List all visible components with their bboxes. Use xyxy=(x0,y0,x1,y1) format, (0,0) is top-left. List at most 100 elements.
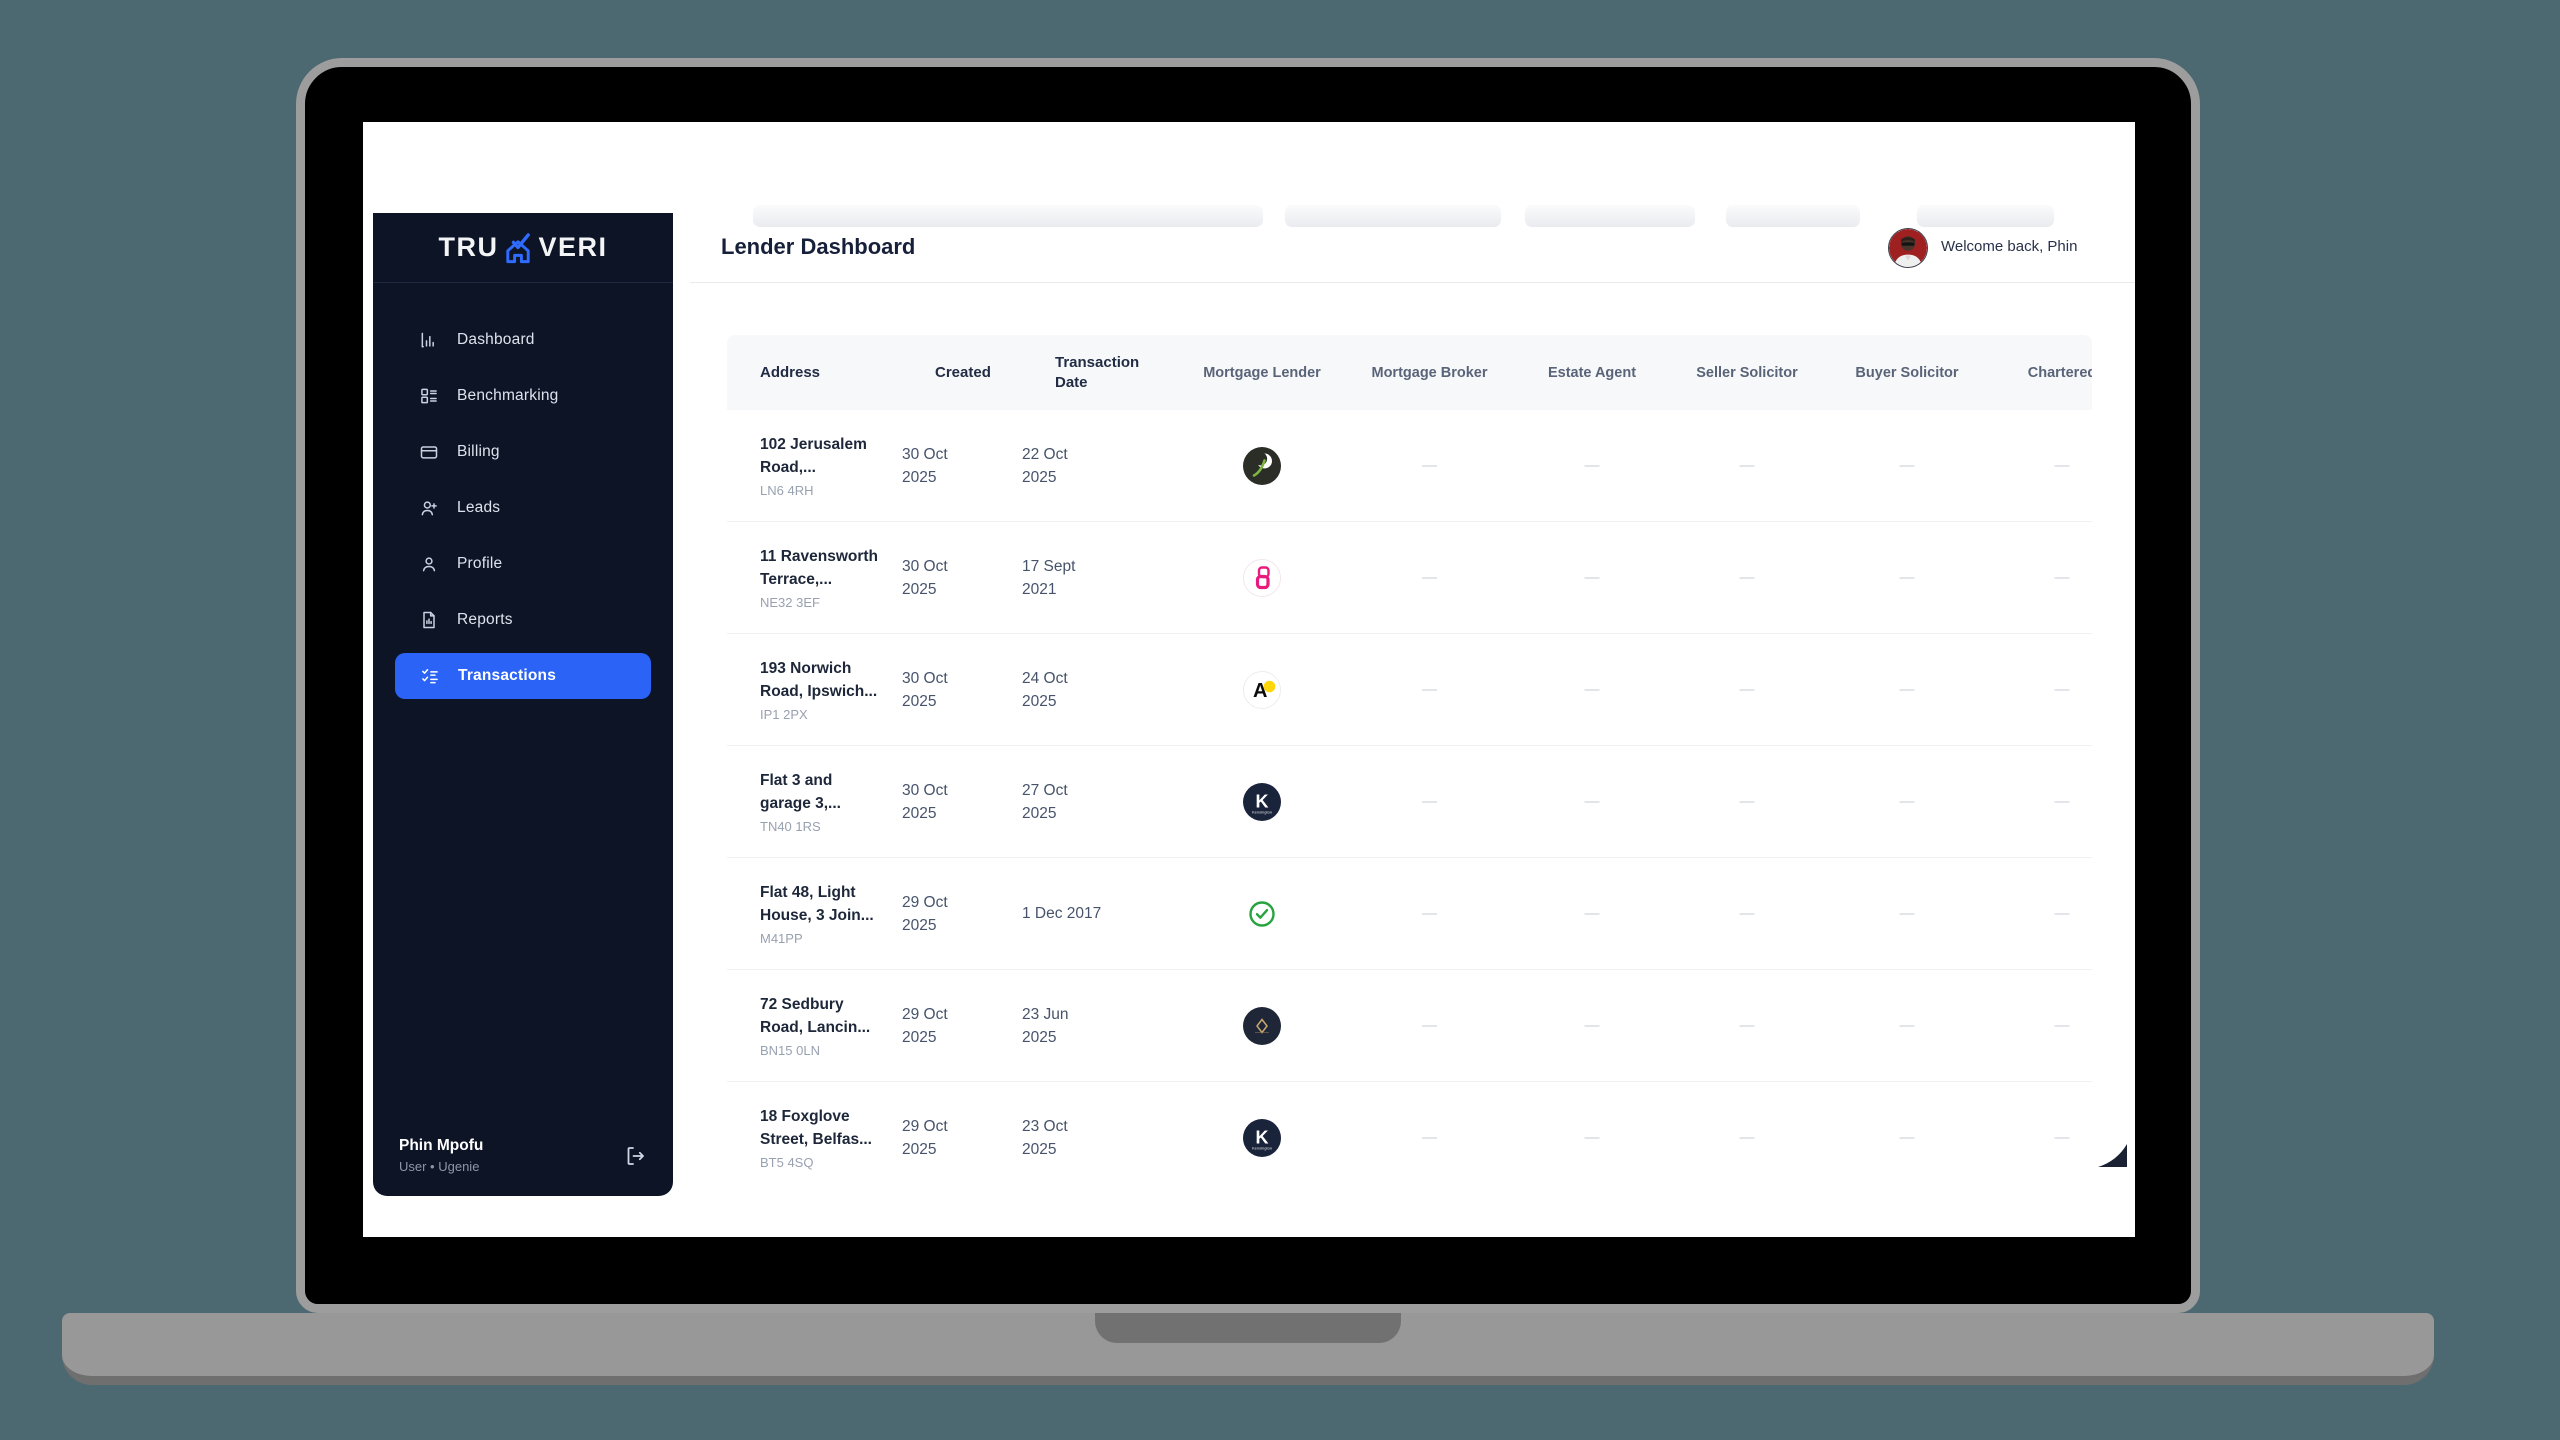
empty-cell: — xyxy=(2054,1129,2070,1146)
created-date: 29 Oct 2025 xyxy=(902,1005,948,1046)
sidebar-item-benchmarking[interactable]: Benchmarking xyxy=(373,368,673,424)
laptop-base-notch xyxy=(1095,1313,1401,1343)
top-card-remnant xyxy=(1525,205,1695,227)
house-check-icon xyxy=(501,232,535,264)
transaction-date: 23 Oct 2025 xyxy=(1022,1117,1068,1158)
lender-gold-emblem-logo-icon xyxy=(1243,1006,1281,1045)
sidebar-item-label: Billing xyxy=(457,443,500,460)
table-row[interactable]: Flat 48, Light House, 3 Join... M41PP 29… xyxy=(727,858,2092,970)
created-date: 30 Oct 2025 xyxy=(902,557,948,598)
user-name: Phin Mpofu xyxy=(399,1137,484,1154)
column-header-created: Created xyxy=(935,363,991,381)
empty-cell: — xyxy=(1584,457,1600,474)
lender-pink-8-logo-icon xyxy=(1243,558,1281,597)
sidebar-item-profile[interactable]: Profile xyxy=(373,536,673,592)
empty-cell: — xyxy=(1584,1017,1600,1034)
empty-cell: — xyxy=(1899,1017,1915,1034)
postcode-text: TN40 1RS xyxy=(760,819,821,834)
address-text: 11 Ravensworth Terrace,... xyxy=(760,548,879,588)
created-date: 30 Oct 2025 xyxy=(902,669,948,710)
user-icon xyxy=(419,554,439,574)
list-checks-icon xyxy=(420,666,440,686)
empty-cell: — xyxy=(2054,793,2070,810)
sidebar: TRU VERI Dashboard xyxy=(373,213,673,1196)
created-date: 29 Oct 2025 xyxy=(902,1117,948,1158)
empty-cell: — xyxy=(1584,793,1600,810)
address-text: Flat 3 and garage 3,... xyxy=(760,772,841,812)
sidebar-item-transactions[interactable]: Transactions xyxy=(395,653,651,699)
empty-cell: — xyxy=(1422,905,1437,922)
table-row[interactable]: Flat 3 and garage 3,... TN40 1RS 30 Oct … xyxy=(727,746,2092,858)
postcode-text: M41PP xyxy=(760,931,803,946)
brand-logo[interactable]: TRU VERI xyxy=(373,213,673,283)
sidebar-item-reports[interactable]: Reports xyxy=(373,592,673,648)
empty-cell: — xyxy=(1422,569,1437,586)
table-row[interactable]: 193 Norwich Road, Ipswich... IP1 2PX 30 … xyxy=(727,634,2092,746)
empty-cell: — xyxy=(1899,1129,1915,1146)
sidebar-item-label: Profile xyxy=(457,555,503,572)
user-plus-icon xyxy=(419,498,439,518)
empty-cell: — xyxy=(1739,905,1755,922)
empty-cell: — xyxy=(1422,793,1437,810)
app-viewport: TRU VERI Dashboard xyxy=(363,122,2135,1237)
empty-cell: — xyxy=(1899,457,1915,474)
avatar[interactable] xyxy=(1888,228,1928,268)
sidebar-item-label: Transactions xyxy=(458,667,557,684)
top-card-remnant xyxy=(1285,205,1501,227)
created-date: 29 Oct 2025 xyxy=(902,893,948,934)
page-curl-icon xyxy=(2098,1144,2127,1167)
empty-cell: — xyxy=(1739,569,1755,586)
table-row[interactable]: 18 Foxglove Street, Belfas... BT5 4SQ 29… xyxy=(727,1082,2092,1191)
lender-kensington-k-logo-icon: K Kensington xyxy=(1243,782,1281,821)
sidebar-item-dashboard[interactable]: Dashboard xyxy=(373,312,673,368)
column-header-seller-solicitor: Seller Solicitor xyxy=(1696,364,1798,381)
top-card-remnant xyxy=(1917,205,2054,227)
created-date: 30 Oct 2025 xyxy=(902,781,948,822)
lender-a-yellow-dot-logo-icon: A xyxy=(1243,670,1281,709)
address-text: 193 Norwich Road, Ipswich... xyxy=(760,660,878,700)
lender-green-check-logo-icon xyxy=(1249,900,1275,927)
logout-icon[interactable] xyxy=(623,1144,647,1168)
address-text: 18 Foxglove Street, Belfas... xyxy=(760,1108,872,1148)
sidebar-item-billing[interactable]: Billing xyxy=(373,424,673,480)
empty-cell: — xyxy=(1739,457,1755,474)
sidebar-item-label: Benchmarking xyxy=(457,387,559,404)
postcode-text: LN6 4RH xyxy=(760,483,814,498)
postcode-text: BN15 0LN xyxy=(760,1043,820,1058)
credit-card-icon xyxy=(419,442,439,462)
empty-cell: — xyxy=(1899,681,1915,698)
bar-chart-icon xyxy=(419,330,439,350)
lender-kensington-k-logo-icon: K Kensington xyxy=(1243,1118,1281,1157)
empty-cell: — xyxy=(1899,905,1915,922)
transaction-date: 17 Sept 2021 xyxy=(1022,557,1076,598)
transaction-date: 27 Oct 2025 xyxy=(1022,781,1068,822)
file-report-icon xyxy=(419,610,439,630)
empty-cell: — xyxy=(2054,569,2070,586)
sidebar-item-leads[interactable]: Leads xyxy=(373,480,673,536)
table-row[interactable]: 102 Jerusalem Road,... LN6 4RH 30 Oct 20… xyxy=(727,410,2092,522)
table-row[interactable]: 72 Sedbury Road, Lancin... BN15 0LN 29 O… xyxy=(727,970,2092,1082)
empty-cell: — xyxy=(1422,1017,1437,1034)
transaction-date: 1 Dec 2017 xyxy=(1022,905,1102,922)
welcome-message: Welcome back, Phin xyxy=(1941,238,2078,255)
svg-text:K: K xyxy=(1256,1127,1269,1147)
empty-cell: — xyxy=(1899,793,1915,810)
sidebar-item-label: Reports xyxy=(457,611,513,628)
header-divider xyxy=(690,282,2135,283)
empty-cell: — xyxy=(2054,1017,2070,1034)
empty-cell: — xyxy=(1422,457,1437,474)
svg-text:Kensington: Kensington xyxy=(1252,809,1272,814)
empty-cell: — xyxy=(1899,569,1915,586)
empty-cell: — xyxy=(2054,681,2070,698)
user-role: User • Ugenie xyxy=(399,1159,480,1174)
created-date: 30 Oct 2025 xyxy=(902,445,948,486)
laptop-base xyxy=(62,1313,2434,1385)
column-header-chartered: Chartered xyxy=(2027,364,2092,381)
postcode-text: IP1 2PX xyxy=(760,707,808,722)
empty-cell: — xyxy=(1422,1129,1437,1146)
table-row[interactable]: 11 Ravensworth Terrace,... NE32 3EF 30 O… xyxy=(727,522,2092,634)
empty-cell: — xyxy=(2054,457,2070,474)
empty-cell: — xyxy=(1739,681,1755,698)
lender-dark-bird-logo-icon xyxy=(1243,446,1281,485)
